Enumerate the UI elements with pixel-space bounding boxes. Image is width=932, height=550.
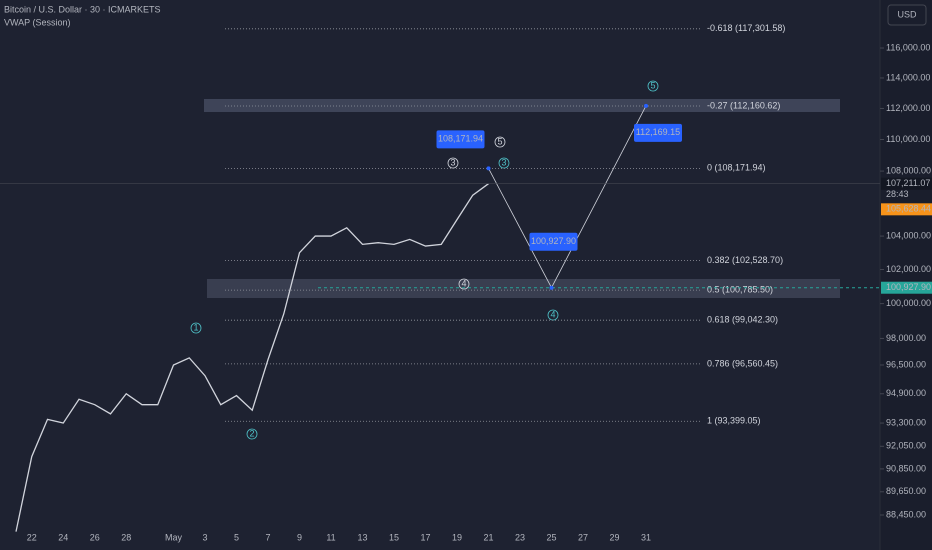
y-tick-label: 112,000.00 <box>886 103 930 113</box>
y-tick-label: 114,000.00 <box>886 72 930 82</box>
fib-label: 0 (108,171.94) <box>707 163 766 173</box>
currency-button[interactable] <box>887 4 927 26</box>
x-tick-label: 28 <box>121 532 131 542</box>
y-tick-label: 108,000.00 <box>886 165 931 175</box>
price-line <box>15 183 489 532</box>
price-badge-label: 100,927.90 <box>886 282 931 292</box>
projection-point <box>549 285 554 290</box>
x-tick-label: 21 <box>483 532 493 542</box>
x-tick-label: 22 <box>27 532 37 542</box>
callout-box <box>436 130 485 149</box>
fib-label: 0.618 (99,042.30) <box>707 315 778 325</box>
x-tick-label: May <box>165 532 183 542</box>
wave-label: 5 <box>650 80 655 90</box>
projection-point <box>486 166 491 171</box>
fib-label: 1 (93,399.05) <box>707 416 761 426</box>
fib-label: 0.786 (96,560.45) <box>707 358 778 368</box>
projection-arrow <box>488 168 552 288</box>
x-tick-label: 26 <box>90 532 100 542</box>
x-tick-label: 7 <box>265 532 270 542</box>
chart-title: Bitcoin / U.S. Dollar · 30 · ICMARKETS <box>4 4 161 14</box>
price-badge-label: 107,211.07 <box>886 178 930 188</box>
projection-point <box>644 103 648 108</box>
countdown: 28:43 <box>886 189 909 199</box>
fib-label: 0.5 (100,785.50) <box>707 285 773 295</box>
support-zone <box>207 279 840 298</box>
price-badge <box>881 281 932 294</box>
callout-label: 108,171.94 <box>438 134 483 144</box>
price-axis <box>880 0 932 550</box>
y-tick-label: 88,450.00 <box>886 509 926 519</box>
x-tick-label: 11 <box>326 532 335 542</box>
x-tick-label: 15 <box>389 532 399 542</box>
y-tick-label: 96,500.00 <box>886 359 926 369</box>
x-tick-label: 23 <box>515 532 525 542</box>
currency[interactable]: USD <box>897 9 917 19</box>
y-tick-label: 92,050.00 <box>886 441 926 451</box>
x-tick-label: 29 <box>609 532 619 542</box>
x-tick-label: 3 <box>202 532 207 542</box>
y-tick-label: 116,000.00 <box>886 42 930 52</box>
indicator-label: VWAP (Session) <box>4 17 71 27</box>
y-tick-label: 89,650.00 <box>886 486 926 496</box>
fib-label: -0.27 (112,160.62) <box>707 100 780 110</box>
callout-box <box>634 123 682 142</box>
y-tick-label: 100,000.00 <box>886 298 931 308</box>
wave-label: 3 <box>501 157 506 167</box>
y-tick-label: 98,000.00 <box>886 333 926 343</box>
x-tick-label: 17 <box>420 532 430 542</box>
x-tick-label: 27 <box>578 532 588 542</box>
fib-label: -0.618 (117,301.58) <box>707 23 785 33</box>
x-tick-label: 13 <box>357 532 367 542</box>
wave-label: 2 <box>249 428 254 438</box>
x-tick-label: 24 <box>58 532 68 542</box>
wave-label: 3 <box>450 157 455 167</box>
y-tick-label: 110,000.00 <box>886 134 930 144</box>
x-tick-label: 19 <box>452 532 462 542</box>
price-badge <box>881 177 932 190</box>
x-tick-label: 5 <box>234 532 239 542</box>
callout-label: 112,169.15 <box>636 127 680 137</box>
wave-label: 4 <box>461 278 466 288</box>
wave-label: 4 <box>550 309 555 319</box>
y-tick-label: 93,300.00 <box>886 417 926 427</box>
y-tick-label: 102,000.00 <box>886 264 931 274</box>
target-zone <box>204 99 840 112</box>
projection-arrow <box>551 105 647 288</box>
y-tick-label: 104,000.00 <box>886 230 931 240</box>
y-tick-label: 94,900.00 <box>886 388 926 398</box>
fib-label: 0.382 (102,528.70) <box>707 255 783 265</box>
callout-label: 100,927.90 <box>531 236 576 246</box>
x-tick-label: 25 <box>546 532 556 542</box>
wave-label: 1 <box>193 322 198 332</box>
price-badge-label: 105,628.44 <box>886 204 931 214</box>
price-badge <box>881 203 932 216</box>
callout-box <box>529 232 578 251</box>
y-tick-label: 90,850.00 <box>886 463 926 473</box>
x-tick-label: 9 <box>297 532 302 542</box>
wave-label: 5 <box>497 136 502 146</box>
x-tick-label: 31 <box>641 532 651 542</box>
